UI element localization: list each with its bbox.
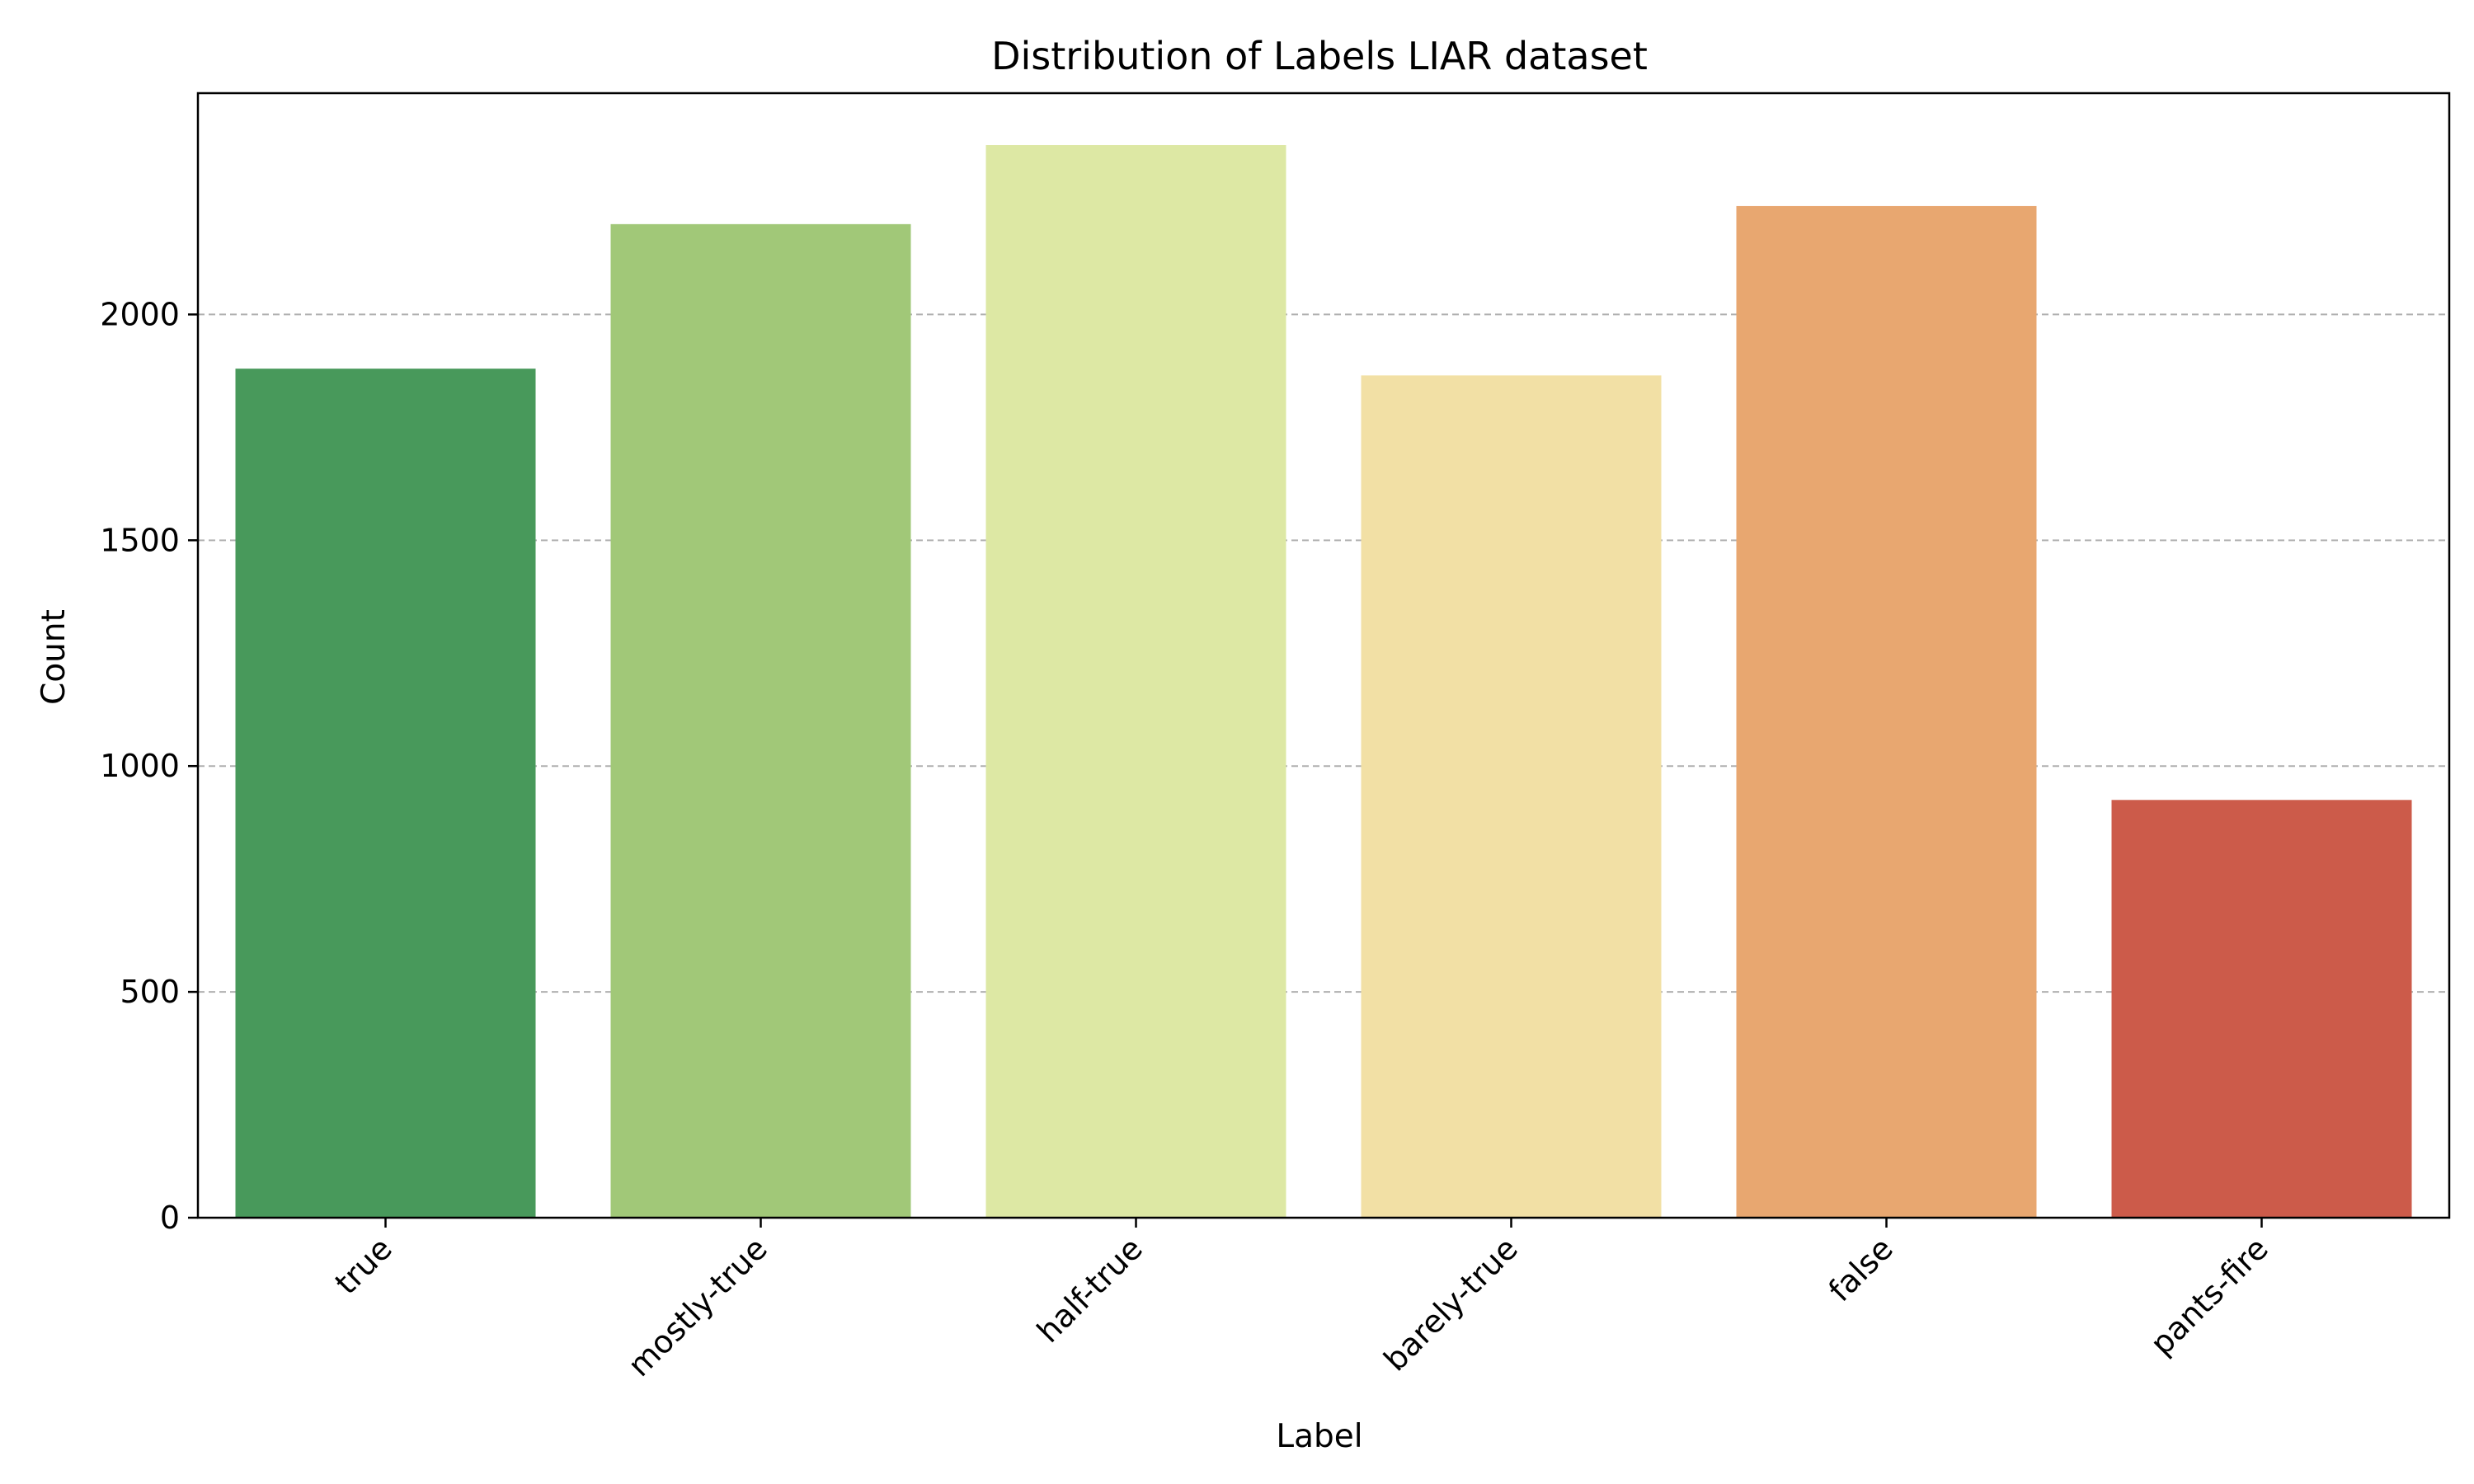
- bar-half-true: [985, 144, 1286, 1219]
- bar-false: [1736, 205, 2037, 1219]
- bar-barely-true: [1361, 375, 1662, 1218]
- bars: [235, 144, 2412, 1219]
- y-tick-label: 1000: [100, 748, 180, 784]
- y-tick-label: 500: [120, 974, 180, 1010]
- bar-mostly-true: [610, 223, 911, 1219]
- chart-title: Distribution of Labels LIAR dataset: [991, 34, 1648, 78]
- y-axis-label: Count: [35, 609, 73, 705]
- y-tick-label: 2000: [100, 296, 180, 332]
- y-axis-ticks: 0 500 1000 1500 2000: [100, 296, 198, 1236]
- plot-frame: [196, 92, 2451, 1219]
- y-tick-label: 0: [160, 1200, 180, 1236]
- x-axis-label: Label: [1276, 1418, 1362, 1455]
- bar-true: [235, 369, 536, 1219]
- grid-lines: [198, 313, 2449, 993]
- bar-pants-fire: [2111, 800, 2412, 1218]
- y-tick-label: 1500: [100, 522, 180, 558]
